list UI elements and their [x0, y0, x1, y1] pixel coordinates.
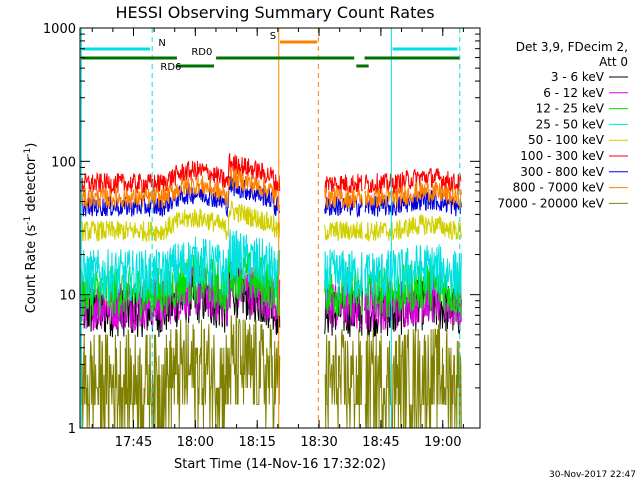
chart-title: HESSI Observing Summary Count Rates: [115, 3, 434, 22]
y-axis-label-part: Count Rate (s: [24, 225, 39, 314]
x-tick-label: 19:00: [424, 435, 461, 450]
y-axis-label-exponent: -1: [23, 216, 33, 225]
x-tick-label: 18:45: [362, 435, 399, 450]
legend-entry-label: 100 - 300 keV: [520, 149, 604, 163]
flag-bar-label: N: [158, 38, 165, 49]
series-line-5: [80, 153, 462, 195]
plot-area: N S RD0 RD6: [80, 28, 462, 428]
legend-entry-label: 12 - 25 keV: [536, 102, 605, 116]
flag-bar-label: S: [270, 31, 276, 42]
legend-entry-label: 300 - 800 keV: [520, 165, 604, 179]
y-tick-label: 100: [51, 155, 76, 170]
flag-bar-label: RD0: [191, 47, 212, 58]
legend-header-line: Att 0: [599, 55, 628, 69]
x-tick-label: 18:00: [177, 435, 214, 450]
series-line-4: [80, 200, 462, 243]
x-tick-label: 17:45: [115, 435, 152, 450]
y-axis-label-part: detector: [24, 156, 39, 216]
legend: Det 3,9, FDecim 2, Att 0 3 - 6 keV 6 - 12…: [497, 40, 628, 210]
series-group: [80, 153, 462, 428]
series-line-8: [80, 315, 462, 428]
y-tick-label: 1000: [43, 22, 76, 37]
y-axis-label-exponent: -1: [23, 148, 33, 157]
plot-frame: [79, 27, 481, 429]
legend-header-line: Det 3,9, FDecim 2,: [516, 40, 628, 54]
legend-entry-label: 800 - 7000 keV: [513, 181, 605, 195]
flag-bar-label: RD6: [160, 62, 181, 73]
y-tick-label: 10: [59, 289, 76, 304]
y-axis-label-part: ): [24, 143, 39, 148]
x-axis: 17:45 18:00 18:15 18:30 18:45 19:00: [91, 28, 464, 450]
series-line-3: [80, 229, 462, 302]
x-tick-label: 18:30: [300, 435, 337, 450]
series-line-7: [80, 166, 462, 210]
y-tick-label: 1: [68, 422, 76, 437]
legend-entry-label: 6 - 12 keV: [543, 86, 605, 100]
legend-entry-label: 25 - 50 keV: [536, 117, 605, 131]
legend-entry-label: 7000 - 20000 keV: [497, 196, 604, 210]
legend-entry-label: 3 - 6 keV: [551, 70, 605, 84]
y-axis: 1 10 100 1000: [43, 22, 480, 437]
x-axis-label: Start Time (14-Nov-16 17:32:02): [174, 457, 386, 472]
x-tick-label: 18:15: [238, 435, 275, 450]
legend-entry-label: 50 - 100 keV: [528, 133, 605, 147]
y-axis-label: Count Rate (s-1 detector-1): [23, 143, 39, 314]
footer-timestamp: 30-Nov-2017 22:47: [549, 470, 636, 480]
